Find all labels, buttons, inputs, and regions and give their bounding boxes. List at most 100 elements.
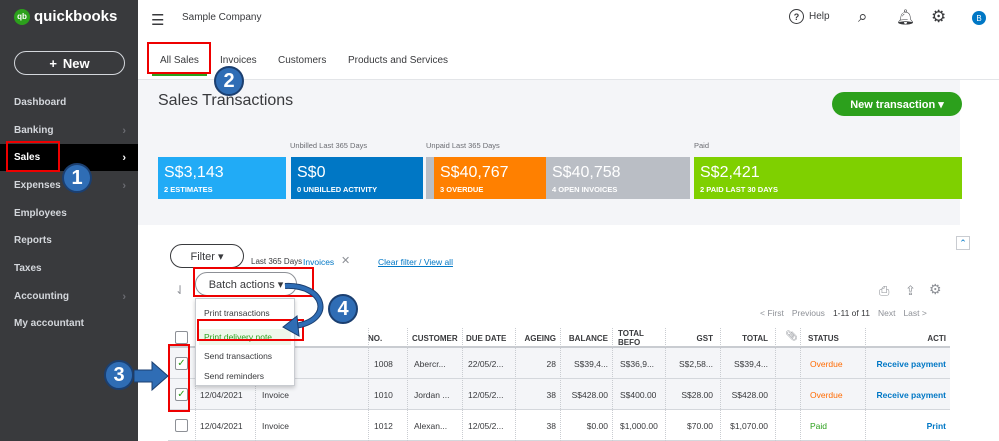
cell-action[interactable]: Receive payment — [876, 389, 946, 400]
column-header[interactable]: DUE DATE — [466, 333, 507, 343]
cell-ageing: 38 — [546, 389, 556, 400]
tab-invoices[interactable]: Invoices — [220, 55, 257, 66]
tab-bar: All Sales Invoices Customers Products an… — [138, 38, 999, 80]
table-header — [168, 327, 950, 348]
quickbooks-logo[interactable]: qb quickbooks — [14, 8, 117, 25]
column-divider — [560, 328, 561, 441]
sidebar-item-label: My accountant — [14, 318, 85, 329]
cell-gst: S$28.00 — [681, 389, 713, 400]
cell-no: 1010 — [374, 389, 393, 400]
sidebar-item-label: Dashboard — [14, 97, 67, 108]
previous-page-link[interactable]: Previous — [791, 308, 825, 318]
annotation-box-all-sales — [147, 42, 211, 74]
cell-total: $1,070.00 — [730, 420, 768, 431]
column-header[interactable]: TOTAL BEFO — [618, 329, 644, 347]
sidebar-item-taxes[interactable]: Taxes — [0, 255, 138, 282]
avatar[interactable]: B — [972, 11, 986, 25]
bell-icon[interactable]: 🔔︎ — [896, 9, 916, 26]
page-title: Sales Transactions — [158, 92, 294, 109]
tab-products-services[interactable]: Products and Services — [348, 55, 449, 66]
menu-item-send-reminders[interactable]: Send reminders — [204, 371, 265, 381]
cell-total-before: S$400.00 — [620, 389, 657, 400]
tab-customers[interactable]: Customers — [278, 55, 327, 66]
summary-card[interactable]: S$40,767 3 OVERDUE — [434, 157, 546, 199]
sidebar-item-label: Employees — [14, 208, 67, 219]
cell-action[interactable]: Receive payment — [876, 358, 946, 369]
cell-type: Invoice — [262, 389, 289, 400]
sidebar-item-accounting[interactable]: Accounting › — [0, 283, 138, 310]
help-button[interactable]: ? Help — [789, 9, 830, 24]
top-bar: ☰ Sample Company ? Help ⌕ 🔔︎ ⚙ B — [138, 0, 999, 38]
cell-balance: S$428.00 — [571, 389, 608, 400]
row-checkbox[interactable] — [175, 419, 188, 432]
chevron-right-icon: › — [122, 151, 126, 164]
new-button[interactable]: + New — [14, 51, 125, 75]
first-page-link[interactable]: < First — [760, 308, 784, 318]
column-header[interactable]: CUSTOMER — [412, 333, 458, 343]
summary-card[interactable]: S$3,143 2 ESTIMATES — [158, 157, 286, 199]
unbilled-caption: Unbilled Last 365 Days — [290, 141, 368, 150]
summary-card[interactable]: S$2,421 2 PAID LAST 30 DAYS — [694, 157, 962, 199]
unpaid-caption: Unpaid Last 365 Days — [426, 141, 500, 150]
cell-customer: Jordan ... — [414, 389, 450, 400]
remove-filter-close-icon[interactable]: ✕ — [341, 255, 351, 267]
column-divider — [515, 328, 516, 441]
sidebar-item-reports[interactable]: Reports — [0, 227, 138, 254]
menu-item-send-transactions[interactable]: Send transactions — [204, 351, 273, 361]
column-header[interactable]: BALANCE — [568, 333, 608, 343]
gear-icon[interactable]: ⚙ — [931, 7, 947, 26]
settings-gear-icon[interactable]: ⚙ — [929, 281, 942, 297]
attachment-icon: 📎︎ — [785, 331, 798, 342]
last-page-link[interactable]: Last > — [903, 308, 927, 318]
cell-gst: S$2,58... — [678, 358, 713, 369]
sidebar: qb quickbooks + New Dashboard Banking › Sales… — [0, 0, 138, 441]
filter-range: Last 365 Days — [251, 257, 303, 266]
sidebar-item-employees[interactable]: Employees — [0, 200, 138, 227]
row-checkbox[interactable]: ✓ — [175, 357, 188, 370]
search-icon[interactable]: ⌕ — [858, 7, 868, 26]
column-header[interactable]: GST — [696, 333, 713, 343]
cell-action[interactable]: Print — [926, 420, 946, 431]
sort-icon[interactable]: ⇃ — [175, 283, 186, 297]
table-row[interactable] — [168, 348, 950, 379]
sidebar-item-expenses[interactable]: Expenses › — [0, 172, 138, 199]
pagination-range: 1-11 of 11 — [832, 308, 870, 318]
menu-item-print-delivery-note[interactable]: Print delivery note — [199, 329, 291, 345]
column-divider — [612, 328, 613, 441]
column-header[interactable]: NO. — [368, 333, 383, 343]
column-header[interactable]: STATUS — [808, 333, 839, 343]
column-header[interactable]: TOTAL — [742, 333, 768, 343]
sidebar-item-banking[interactable]: Banking › — [0, 117, 138, 144]
summary-card[interactable]: S$40,758 4 OPEN INVOICES — [546, 157, 690, 199]
card-label: 3 OVERDUE — [440, 185, 484, 194]
print-icon[interactable]: ⎙ — [879, 283, 890, 298]
tab-all-sales[interactable]: All Sales — [160, 55, 199, 66]
filter-button[interactable]: Filter ▾ — [170, 244, 244, 268]
chevron-right-icon: › — [122, 179, 126, 192]
clear-filter-link[interactable]: Clear filter / View all — [378, 257, 453, 267]
menu-item-print-transactions[interactable]: Print transactions — [204, 308, 270, 318]
summary-card[interactable]: S$0 0 UNBILLED ACTIVITY — [291, 157, 423, 199]
cell-date: 12/04/2021 — [200, 420, 243, 431]
column-divider — [720, 328, 721, 441]
card-amount: S$40,758 — [552, 164, 621, 181]
export-icon[interactable]: ⇪ — [905, 283, 916, 298]
sidebar-item-my-accountant[interactable]: My accountant — [0, 310, 138, 337]
cell-status: Paid — [810, 420, 828, 431]
sidebar-item-label: Banking — [14, 125, 54, 136]
column-header[interactable]: AGEING — [524, 333, 556, 343]
column-header[interactable]: ACTI — [927, 333, 946, 343]
cell-status: Overdue — [810, 389, 843, 400]
next-page-link[interactable]: Next — [877, 308, 896, 318]
hamburger-menu-icon[interactable]: ☰ — [151, 12, 165, 29]
card-label: 0 UNBILLED ACTIVITY — [297, 185, 378, 194]
select-all-checkbox[interactable] — [175, 331, 188, 344]
collapse-chevron-up-icon[interactable]: ⌃ — [956, 236, 970, 250]
new-transaction-button[interactable]: New transaction ▾ — [832, 92, 962, 116]
column-divider — [368, 328, 369, 441]
cell-gst: $70.00 — [687, 420, 713, 431]
row-checkbox[interactable]: ✓ — [175, 388, 188, 401]
table-row[interactable] — [168, 379, 950, 410]
active-tab-indicator — [152, 73, 207, 76]
sidebar-item-dashboard[interactable]: Dashboard — [0, 89, 138, 116]
